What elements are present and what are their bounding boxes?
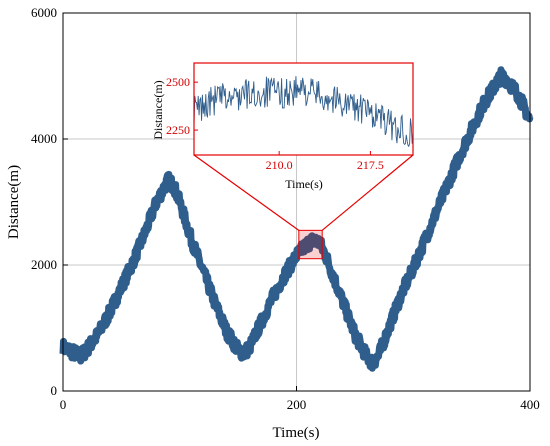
inset-x-axis-title: Time(s)	[285, 177, 323, 191]
inset-frame	[193, 62, 414, 156]
inset: 210.0 217.5 2250 2500 Time(s) Distance(m)	[151, 62, 414, 191]
y-tick-label: 0	[51, 383, 58, 398]
inset-series	[193, 76, 414, 148]
zoom-box-group	[193, 154, 414, 260]
main-series	[59, 66, 534, 372]
zoom-region-box	[298, 229, 323, 260]
inset-y-ticks: 2250 2500	[166, 75, 198, 137]
inset-series-line	[193, 76, 414, 148]
zoom-connector-left	[193, 154, 300, 231]
x-tick-label: 200	[287, 397, 307, 412]
inset-x-tick-label: 217.5	[357, 158, 384, 172]
inset-background	[194, 63, 413, 155]
x-axis-title: Time(s)	[273, 425, 320, 441]
inset-x-ticks: 210.0 217.5	[266, 151, 384, 172]
distance-series-line	[59, 66, 534, 372]
inset-x-tick-label: 210.0	[266, 158, 293, 172]
inset-y-tick-label: 2250	[166, 123, 190, 137]
y-tick-label: 2000	[31, 257, 57, 272]
x-ticks: 0 200 400	[60, 386, 540, 412]
y-tick-label: 6000	[31, 5, 57, 20]
x-tick-label: 400	[520, 397, 540, 412]
zoom-connector-right	[321, 154, 414, 231]
inset-y-tick-label: 2500	[166, 75, 190, 89]
y-axis-title: Distance(m)	[6, 165, 22, 239]
inset-y-axis-title: Distance(m)	[151, 80, 165, 139]
y-ticks: 0 2000 4000 6000	[31, 5, 68, 398]
y-tick-label: 4000	[31, 131, 57, 146]
x-tick-label: 0	[60, 397, 67, 412]
